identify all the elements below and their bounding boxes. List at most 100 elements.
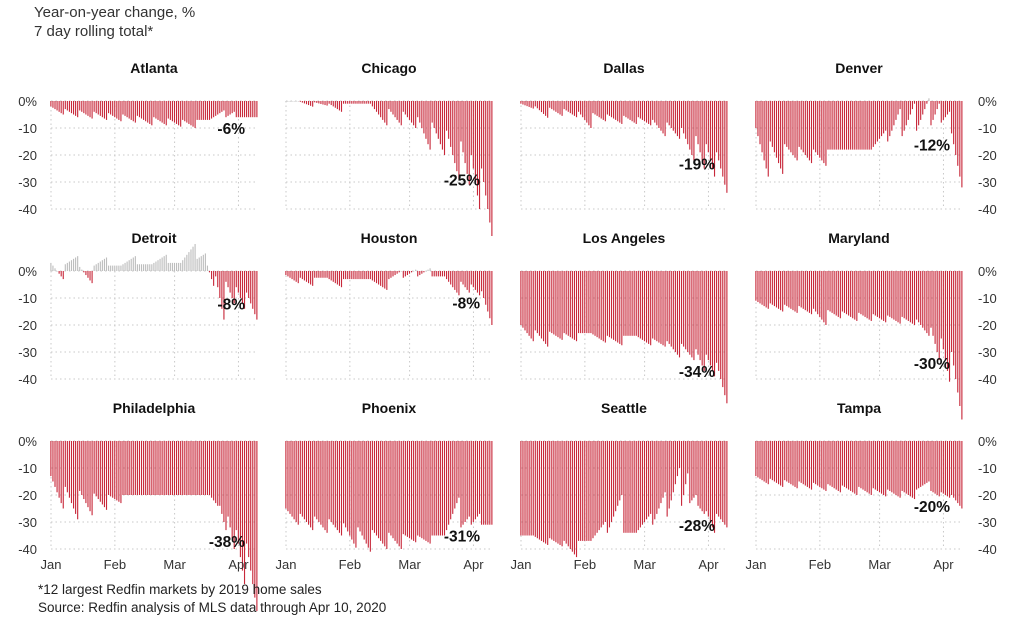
- bar: [93, 101, 95, 112]
- bar: [345, 101, 347, 104]
- bar: [916, 101, 918, 131]
- bar: [254, 441, 256, 598]
- bar: [190, 441, 192, 495]
- bar: [140, 101, 143, 119]
- bar: [349, 271, 351, 280]
- bar: [87, 271, 89, 278]
- bar: [827, 271, 829, 311]
- bar: [196, 441, 198, 495]
- bar: [458, 441, 460, 498]
- bar: [122, 264, 124, 271]
- bar: [959, 271, 961, 406]
- bar: [184, 441, 186, 495]
- bar: [685, 441, 687, 485]
- bar: [780, 101, 782, 169]
- bar: [388, 271, 390, 280]
- bar: [951, 441, 953, 495]
- end-value-label: -31%: [444, 529, 480, 546]
- bar: [384, 441, 386, 547]
- y-tick-label: -20: [978, 318, 997, 333]
- bar: [948, 101, 951, 112]
- bar: [641, 271, 643, 340]
- bar: [289, 101, 291, 102]
- bar: [819, 271, 821, 317]
- bar: [454, 101, 456, 164]
- bar: [75, 101, 77, 116]
- bar: [206, 101, 209, 120]
- bar: [794, 101, 796, 158]
- bar: [685, 271, 687, 350]
- bar: [918, 101, 920, 126]
- bar: [435, 271, 437, 277]
- bar: [666, 101, 668, 123]
- bar: [206, 265, 209, 271]
- bar: [874, 271, 876, 316]
- bar: [831, 101, 833, 150]
- bar: [396, 101, 398, 120]
- y-tick-label: -40: [18, 542, 37, 557]
- bar: [761, 441, 763, 481]
- bar: [916, 441, 918, 490]
- bar: [955, 271, 957, 379]
- bar: [147, 441, 149, 495]
- bar: [961, 441, 963, 509]
- bar: [769, 101, 771, 142]
- bar: [305, 441, 308, 522]
- bar: [763, 441, 765, 482]
- bar: [404, 271, 406, 277]
- bar: [524, 441, 526, 536]
- bar: [392, 101, 394, 115]
- bar: [858, 441, 860, 487]
- bar: [62, 441, 64, 509]
- bar: [691, 101, 693, 155]
- bar: [390, 101, 392, 112]
- bar: [786, 271, 788, 307]
- bar: [386, 271, 388, 290]
- bar: [817, 441, 819, 486]
- bar: [619, 101, 621, 123]
- bar: [188, 101, 190, 124]
- bar: [62, 271, 64, 280]
- bar: [213, 101, 215, 118]
- bar: [687, 441, 689, 474]
- bar: [345, 271, 347, 280]
- bar: [586, 271, 588, 334]
- bar: [215, 101, 217, 116]
- bar: [575, 441, 578, 558]
- bar: [602, 441, 604, 525]
- end-value-label: -6%: [217, 121, 245, 138]
- bar: [124, 441, 126, 495]
- bar: [64, 441, 66, 487]
- bar: [464, 101, 466, 164]
- bar: [410, 101, 413, 123]
- y-tick-label: -10: [978, 461, 997, 476]
- bar: [110, 101, 112, 115]
- bar: [353, 271, 355, 280]
- bar: [419, 441, 421, 537]
- bar: [347, 441, 349, 532]
- bar: [58, 441, 60, 498]
- bars: [520, 101, 728, 193]
- bar: [406, 441, 408, 537]
- bar: [314, 101, 316, 103]
- bar: [530, 101, 532, 108]
- bar: [845, 101, 848, 150]
- panel-title: Houston: [361, 230, 418, 246]
- bar: [720, 101, 722, 169]
- y-tick-label: -20: [18, 148, 37, 163]
- bar: [314, 441, 316, 517]
- bar: [97, 101, 99, 115]
- bar: [540, 271, 543, 339]
- x-tick-label: Apr: [228, 557, 249, 572]
- bar: [450, 441, 452, 520]
- bar: [794, 271, 796, 312]
- bar: [670, 441, 672, 501]
- bar: [252, 101, 254, 118]
- bar: [439, 441, 441, 536]
- bar: [357, 441, 359, 528]
- bar: [462, 441, 464, 525]
- bar: [68, 441, 70, 498]
- bar: [864, 101, 866, 150]
- panel-detroit: Detroit -8% 0% -10 -20 -30 -40: [18, 230, 258, 387]
- bar: [885, 101, 887, 131]
